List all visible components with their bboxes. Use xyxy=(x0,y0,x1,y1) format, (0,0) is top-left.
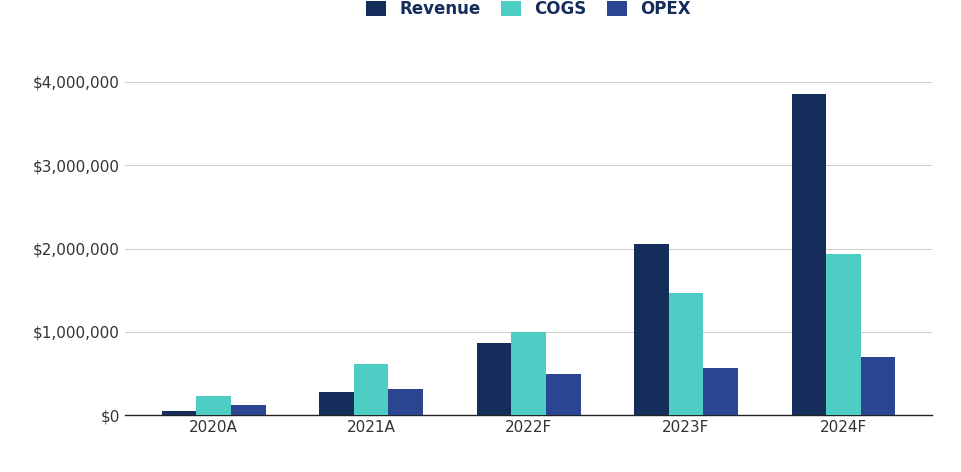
Bar xyxy=(319,392,354,415)
Bar xyxy=(161,411,196,415)
Bar xyxy=(634,244,669,415)
Bar xyxy=(388,389,423,415)
Bar xyxy=(826,254,861,415)
Bar xyxy=(477,343,511,415)
Bar xyxy=(703,368,738,415)
Bar xyxy=(792,94,826,415)
Bar xyxy=(546,374,580,415)
Legend: Revenue, COGS, OPEX: Revenue, COGS, OPEX xyxy=(366,0,691,18)
Bar xyxy=(861,357,896,415)
Bar xyxy=(231,405,265,415)
Bar xyxy=(669,293,703,415)
Bar xyxy=(511,332,546,415)
Bar xyxy=(354,363,388,415)
Bar xyxy=(196,396,231,415)
